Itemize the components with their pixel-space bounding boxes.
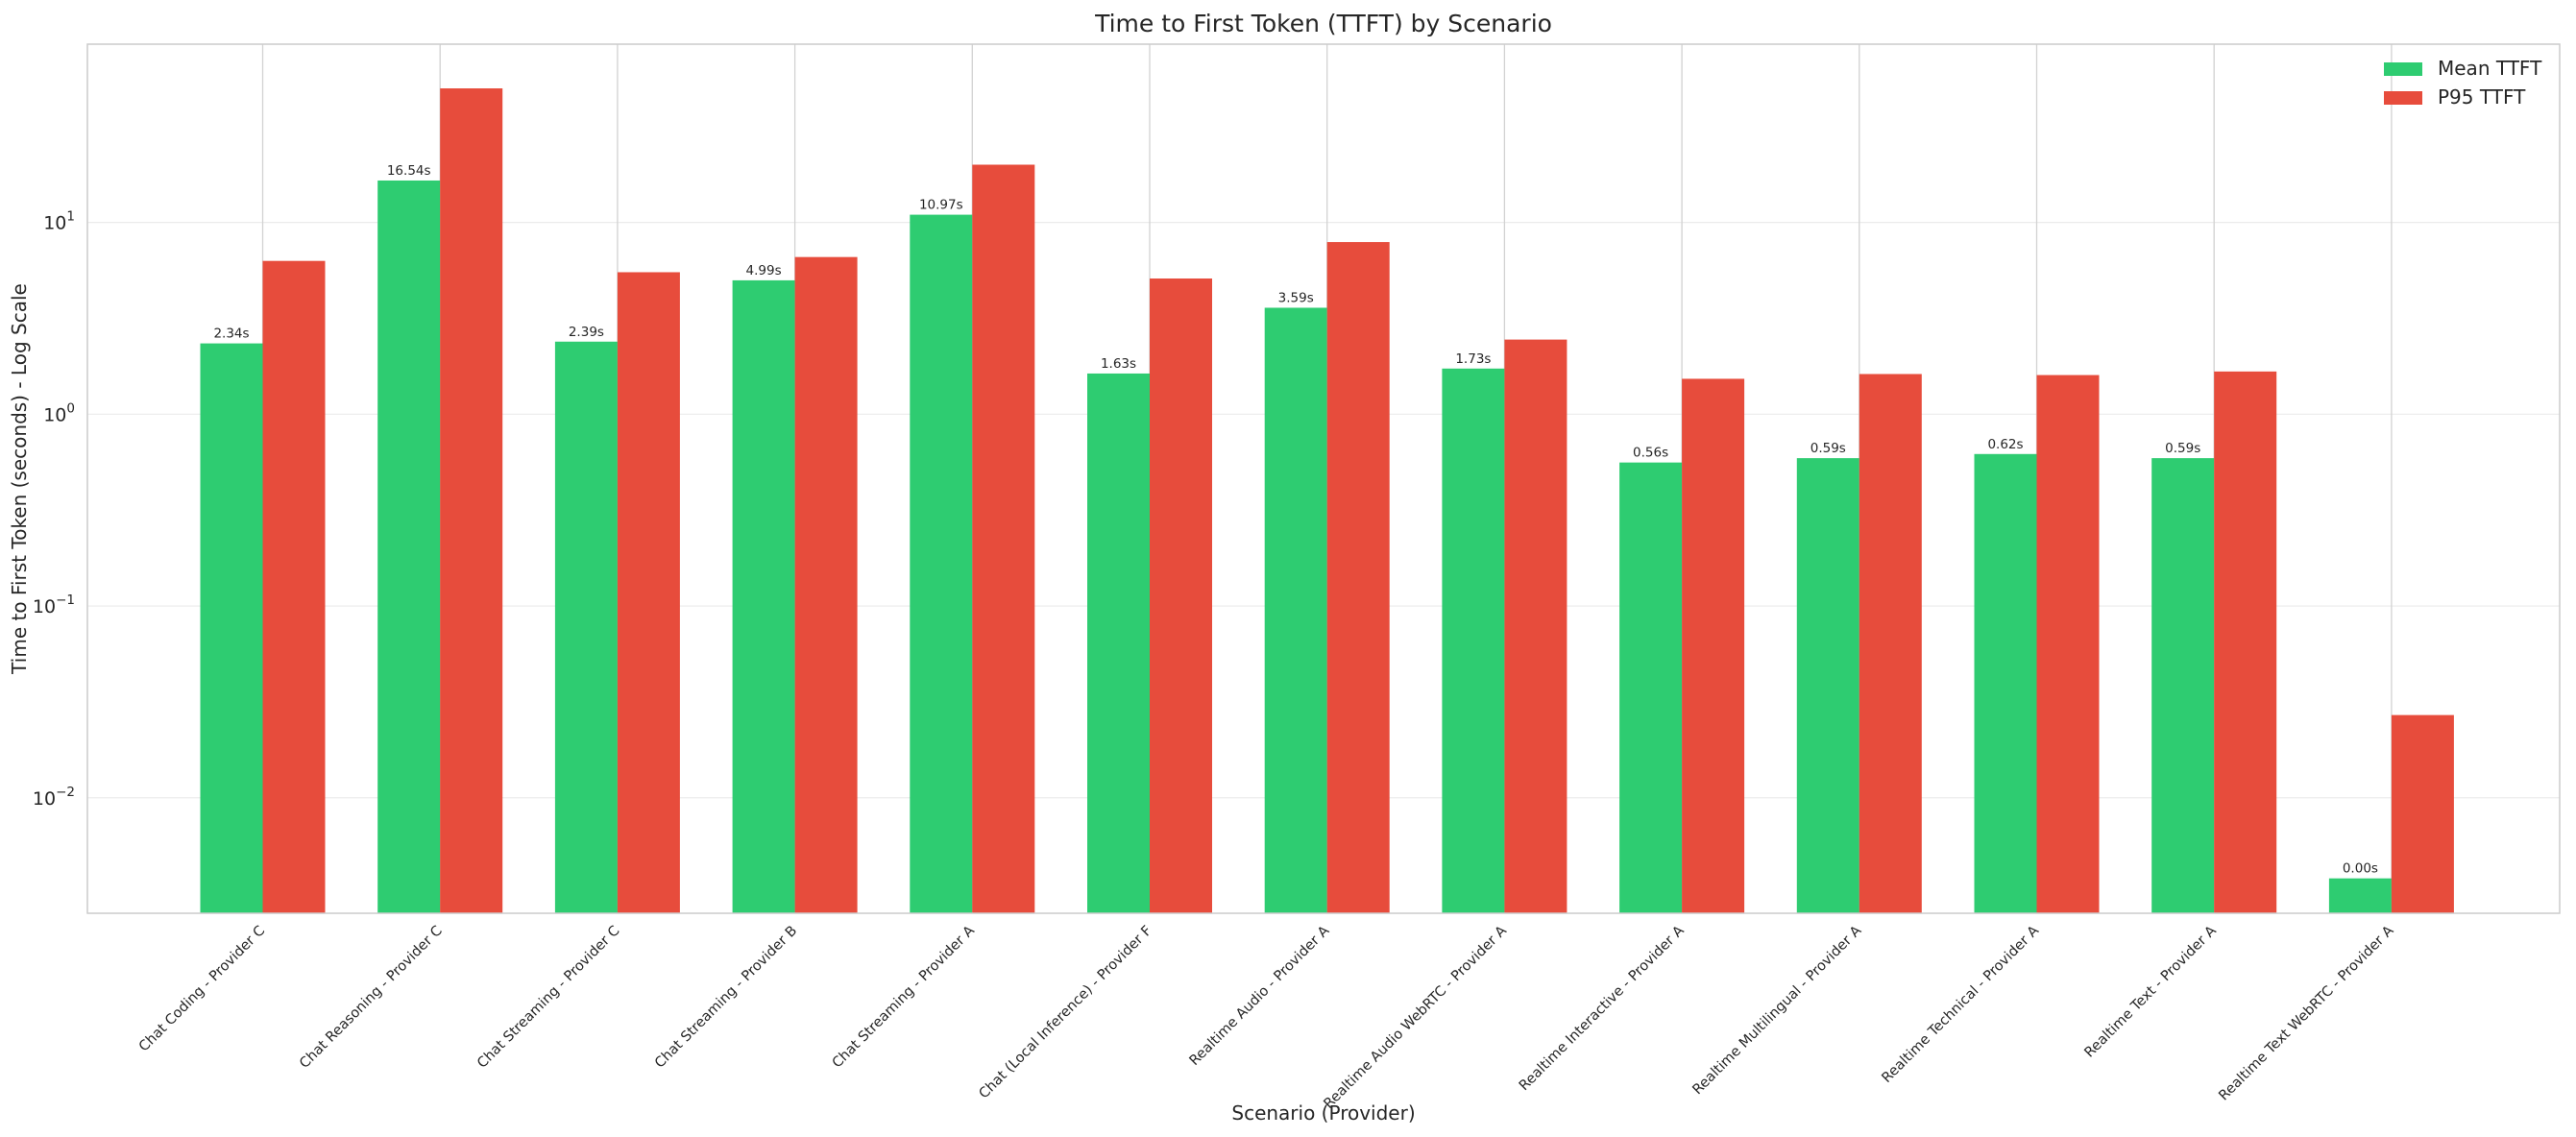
mean-ttft-bar (2151, 458, 2215, 913)
p95-ttft-bar (1504, 339, 1567, 914)
bar-value-label: 0.56s (1633, 446, 1668, 461)
mean-ttft-bar (1442, 368, 1505, 914)
p95-ttft-bar (2036, 375, 2100, 914)
bar-value-label: 10.97s (919, 198, 963, 213)
legend: Mean TTFT P95 TTFT (2384, 57, 2542, 109)
plot-frame (86, 43, 2561, 914)
mean-ttft-bar (1619, 462, 1683, 913)
legend-swatch (2384, 62, 2422, 76)
p95-ttft-bar (794, 256, 858, 914)
x-axis-title: Scenario (Provider) (1231, 1101, 1415, 1125)
bar-value-label: 0.59s (1810, 441, 1846, 456)
p95-ttft-bar (2391, 714, 2454, 913)
p95-ttft-bar (1326, 242, 1390, 913)
bar-value-label: 4.99s (746, 263, 782, 278)
bar-data-labels: 2.34s 16.54s 2.39s 4.99s 10.97s 1.63s 3.59s 1.7… (213, 163, 2377, 877)
p95-ttft-bar (262, 260, 326, 914)
y-tick-label: 101 (43, 209, 75, 234)
bar-value-label: 1.73s (1455, 351, 1491, 367)
legend-swatch (2384, 91, 2422, 105)
mean-ttft-bar (2328, 878, 2392, 913)
y-tick-label: 10−2 (33, 785, 75, 810)
y-tick-label: 10−1 (33, 593, 75, 617)
p95-ttft-bar (2214, 371, 2277, 914)
mean-ttft-bar (1087, 373, 1150, 914)
mean-ttft-bar (910, 214, 973, 913)
y-tick-labels: 10−2 10−1 100 101 (33, 209, 75, 810)
bar-value-label: 0.62s (1987, 437, 2023, 452)
bar-value-label: 16.54s (387, 163, 431, 179)
legend-label: Mean TTFT (2438, 57, 2542, 80)
mean-ttft-bar (1974, 453, 2037, 913)
bar-value-label: 0.59s (2165, 441, 2200, 456)
bar-value-label: 0.00s (2343, 861, 2378, 877)
bars (200, 88, 2454, 914)
legend-label: P95 TTFT (2438, 85, 2526, 109)
p95-ttft-bar (617, 272, 680, 914)
bar-value-label: 2.39s (569, 325, 604, 340)
mean-ttft-bar (1796, 458, 1859, 913)
p95-ttft-bar (440, 88, 503, 914)
chart-title: Time to First Token (TTFT) by Scenario (1094, 10, 1552, 37)
bar-value-label: 1.63s (1101, 356, 1136, 372)
p95-ttft-bar (1150, 278, 1212, 913)
mean-ttft-bar (1264, 307, 1327, 913)
mean-ttft-bar (200, 343, 263, 913)
y-tick-label: 100 (43, 400, 75, 425)
bar-value-label: 3.59s (1278, 290, 1314, 305)
mean-ttft-bar (377, 180, 441, 914)
y-axis-title: Time to First Token (seconds) - Log Scal… (8, 283, 31, 675)
p95-ttft-bar (1859, 374, 1922, 913)
p95-ttft-bar (972, 164, 1035, 913)
mean-ttft-bar (732, 279, 795, 913)
mean-ttft-bar (554, 341, 618, 913)
p95-ttft-bar (1682, 378, 1745, 913)
bar-value-label: 2.34s (213, 327, 249, 342)
